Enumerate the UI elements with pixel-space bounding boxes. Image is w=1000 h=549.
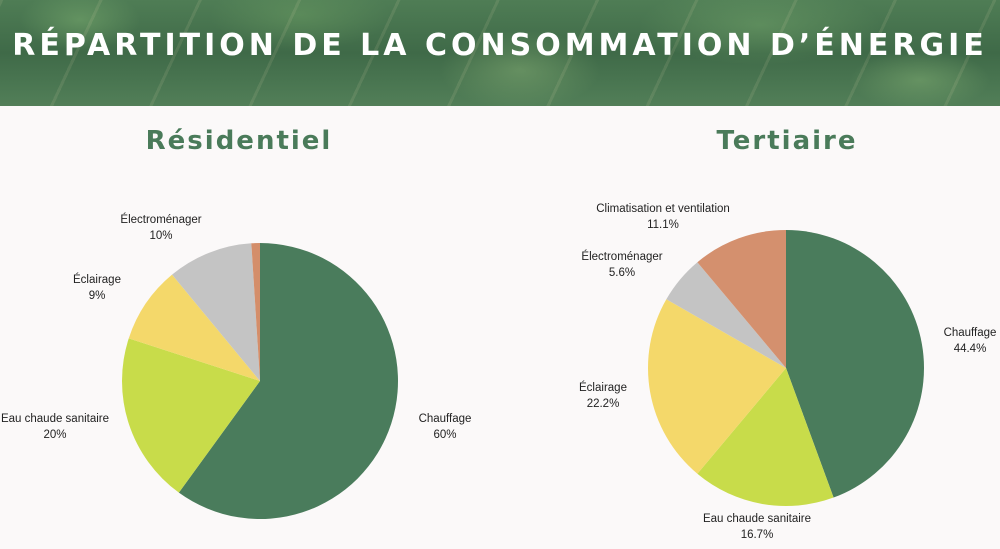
slice-value-1-1: 16.7% (741, 529, 774, 541)
slice-value-0-1: 20% (43, 429, 66, 441)
slice-value-0-0: 60% (433, 429, 456, 441)
slice-label-1-2: Éclairage (579, 381, 627, 394)
chart-title-residentiel: Résidentiel (145, 126, 333, 156)
pie-slice-1-0 (786, 230, 924, 498)
slice-value-0-3: 10% (149, 230, 172, 242)
pie-slice-0-1 (122, 338, 260, 493)
pie-slice-1-1 (697, 368, 834, 506)
slice-label-1-0: Chauffage (944, 327, 997, 339)
slice-label-0-2: Éclairage (73, 273, 121, 286)
slice-label-0-0: Chauffage (419, 413, 472, 425)
pie-slice-0-4 (251, 243, 260, 381)
slice-label-0-3: Électroménager (120, 213, 201, 226)
slice-value-1-2: 22.2% (587, 398, 620, 410)
pie-slice-1-3 (666, 262, 786, 368)
slice-value-1-0: 44.4% (954, 343, 987, 355)
slice-label-0-1: Eau chaude sanitaire (1, 413, 109, 425)
slice-value-1-4: 11.1% (647, 219, 679, 231)
pie-slice-1-2 (648, 299, 786, 474)
pie-slice-0-0 (178, 243, 398, 519)
pie-slice-1-4 (697, 230, 786, 368)
slice-label-1-1: Eau chaude sanitaire (703, 513, 811, 525)
slice-value-1-3: 5.6% (609, 267, 635, 279)
page-title: RÉPARTITION DE LA CONSOMMATION D’ÉNERGIE (12, 28, 988, 63)
slice-label-1-3: Électroménager (581, 250, 662, 263)
slice-label-1-4: Climatisation et ventilation (596, 203, 730, 215)
chart-title-tertiaire: Tertiaire (716, 126, 858, 156)
slice-value-0-2: 9% (89, 290, 106, 302)
pie-slice-0-3 (172, 243, 260, 381)
header-banner: RÉPARTITION DE LA CONSOMMATION D’ÉNERGIE (0, 0, 1000, 106)
pie-slice-0-2 (128, 274, 260, 381)
